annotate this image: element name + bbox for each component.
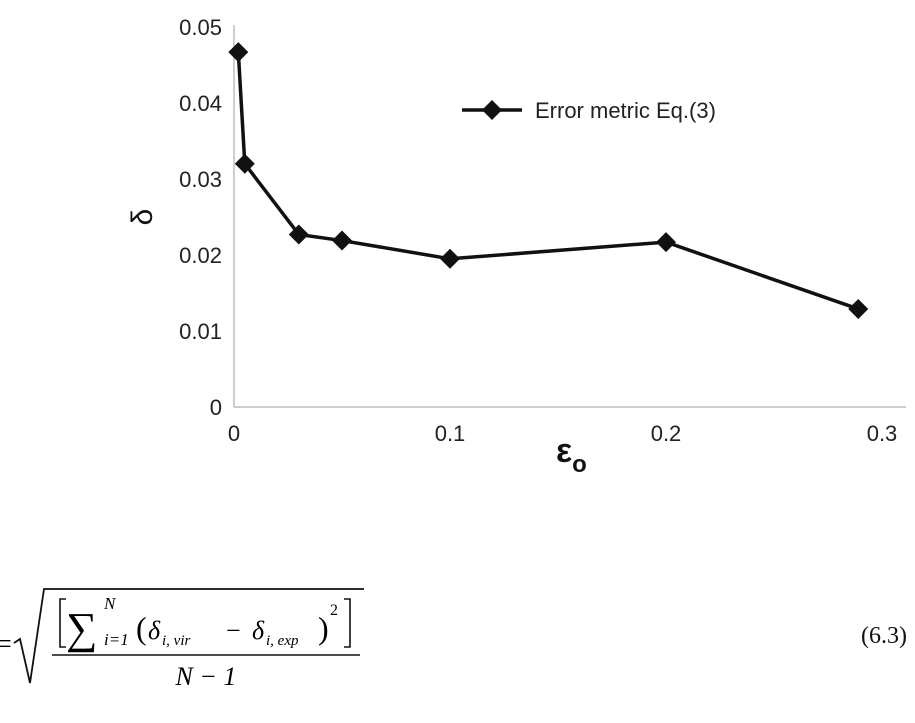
equation: = ∑ N i=1 ( δ i, vir − δ i, exp ) 2 N − … bbox=[0, 588, 364, 691]
y-tick-label: 0.02 bbox=[179, 243, 222, 268]
term-b-sub: i, exp bbox=[266, 633, 299, 649]
series-line bbox=[236, 51, 859, 311]
right-bracket bbox=[344, 598, 351, 648]
term-a-sub: i, vir bbox=[162, 633, 190, 649]
series-layer bbox=[228, 42, 869, 319]
legend-marker bbox=[482, 100, 502, 120]
tick-labels: 0 0.01 0.02 0.03 0.04 0.05 0 0.1 0.2 0.3 bbox=[179, 15, 897, 446]
y-tick-label: 0.01 bbox=[179, 319, 222, 344]
power: 2 bbox=[330, 602, 338, 619]
minus-sign: − bbox=[226, 616, 241, 645]
data-point-marker bbox=[228, 42, 249, 63]
sum-sigma: ∑ bbox=[66, 604, 97, 653]
x-axis-label: εo bbox=[556, 432, 587, 478]
line-chart: 0 0.01 0.02 0.03 0.04 0.05 0 0.1 0.2 0.3 Error me… bbox=[126, 15, 906, 478]
equation-number: (6.3) bbox=[861, 623, 907, 649]
data-point-marker bbox=[656, 232, 676, 253]
x-tick-label: 0 bbox=[228, 421, 240, 446]
sum-lower: i=1 bbox=[104, 630, 129, 649]
sum-upper: N bbox=[103, 594, 117, 613]
y-tick-label: 0.04 bbox=[179, 91, 222, 116]
right-paren: ) bbox=[318, 610, 329, 646]
data-point-marker bbox=[332, 230, 352, 251]
term-b: δ bbox=[252, 616, 265, 645]
denominator: N − 1 bbox=[175, 662, 237, 691]
data-point-marker bbox=[848, 298, 869, 319]
y-tick-label: 0.05 bbox=[179, 15, 222, 40]
left-paren: ( bbox=[136, 610, 147, 646]
data-point-marker bbox=[234, 153, 255, 174]
term-a: δ bbox=[148, 616, 161, 645]
x-tick-label: 0.3 bbox=[867, 421, 898, 446]
data-point-marker bbox=[440, 248, 460, 269]
y-tick-label: 0 bbox=[210, 395, 222, 420]
x-tick-label: 0.2 bbox=[651, 421, 682, 446]
x-axis-label-subscript: o bbox=[572, 451, 587, 478]
x-tick-label: 0.1 bbox=[435, 421, 466, 446]
legend-label: Error metric Eq.(3) bbox=[535, 98, 716, 123]
equation-equals: = bbox=[0, 629, 12, 660]
legend: Error metric Eq.(3) bbox=[462, 98, 716, 123]
axes bbox=[233, 25, 906, 408]
y-axis-label: δ bbox=[126, 209, 159, 226]
y-tick-label: 0.03 bbox=[179, 167, 222, 192]
left-bracket bbox=[59, 598, 66, 648]
radical-sign bbox=[13, 588, 364, 684]
data-point-marker bbox=[288, 224, 309, 245]
